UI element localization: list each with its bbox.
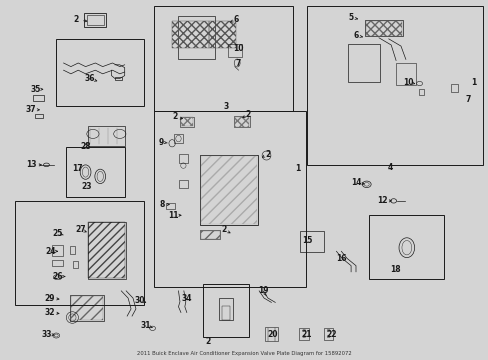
Bar xyxy=(88,126,125,146)
Bar xyxy=(86,15,104,25)
Text: 12: 12 xyxy=(376,197,387,205)
Bar xyxy=(180,117,193,127)
Text: 21: 21 xyxy=(301,330,312,338)
Text: 9: 9 xyxy=(159,138,163,147)
Text: 5: 5 xyxy=(348,13,353,22)
Text: 35: 35 xyxy=(30,85,41,94)
Text: 1: 1 xyxy=(470,77,475,86)
Text: 37: 37 xyxy=(26,105,37,114)
Text: 22: 22 xyxy=(325,330,336,338)
Bar xyxy=(200,230,220,239)
Bar xyxy=(52,260,63,266)
Text: 34: 34 xyxy=(181,293,192,302)
Text: 24: 24 xyxy=(45,247,56,256)
Text: 15: 15 xyxy=(301,236,312,245)
Text: 2: 2 xyxy=(245,110,250,119)
Text: 30: 30 xyxy=(134,296,144,305)
Bar xyxy=(56,39,144,106)
Bar xyxy=(33,95,43,100)
Bar xyxy=(154,111,305,287)
Text: 2: 2 xyxy=(172,112,177,121)
Text: 8: 8 xyxy=(160,200,164,209)
Text: 32: 32 xyxy=(44,308,55,317)
Bar xyxy=(179,180,187,188)
Bar xyxy=(450,84,458,92)
Bar xyxy=(365,21,401,36)
Bar xyxy=(73,261,78,268)
Text: 2: 2 xyxy=(205,337,210,346)
Bar xyxy=(174,134,183,143)
Bar xyxy=(71,296,102,320)
Bar xyxy=(84,13,106,27)
Bar xyxy=(88,222,125,278)
Text: 28: 28 xyxy=(80,142,91,151)
Bar xyxy=(114,77,122,80)
Text: 29: 29 xyxy=(44,293,55,302)
Bar xyxy=(203,284,249,337)
Text: 17: 17 xyxy=(72,164,82,173)
Text: 31: 31 xyxy=(140,321,151,330)
Text: 2011 Buick Enclave Air Conditioner Expansion Valve Plate Diagram for 15892072: 2011 Buick Enclave Air Conditioner Expan… xyxy=(137,351,351,356)
Bar xyxy=(181,117,193,126)
Text: 2: 2 xyxy=(73,15,78,24)
Bar xyxy=(265,327,277,341)
Bar xyxy=(300,231,323,252)
Text: 7: 7 xyxy=(465,94,470,104)
Text: 16: 16 xyxy=(335,254,346,263)
Bar xyxy=(323,328,333,341)
Bar xyxy=(172,21,209,48)
Bar xyxy=(178,16,215,59)
Bar xyxy=(199,155,258,225)
Bar xyxy=(36,114,43,118)
Bar xyxy=(234,116,249,127)
Bar xyxy=(201,156,257,224)
Bar xyxy=(306,6,482,165)
Text: 20: 20 xyxy=(267,330,278,338)
Text: 10: 10 xyxy=(233,44,244,53)
Bar xyxy=(234,117,249,127)
Text: 1: 1 xyxy=(294,164,299,173)
Text: 25: 25 xyxy=(52,229,63,238)
Bar xyxy=(418,89,424,95)
Bar xyxy=(218,298,233,320)
Bar xyxy=(165,203,174,208)
Text: 36: 36 xyxy=(84,74,95,83)
Text: 27: 27 xyxy=(75,225,86,234)
Bar xyxy=(368,215,443,279)
Text: 2: 2 xyxy=(221,225,226,234)
Text: 18: 18 xyxy=(389,265,400,274)
Bar xyxy=(179,154,187,163)
Bar xyxy=(70,246,75,254)
Bar xyxy=(347,44,380,82)
Text: 33: 33 xyxy=(41,330,52,338)
Text: 6: 6 xyxy=(233,15,238,24)
Text: 3: 3 xyxy=(223,102,228,111)
Bar xyxy=(52,245,63,256)
Text: 14: 14 xyxy=(350,178,361,187)
Bar xyxy=(66,147,124,197)
Text: 10: 10 xyxy=(402,77,413,86)
Bar xyxy=(222,306,229,320)
Text: 7: 7 xyxy=(236,58,241,68)
Bar xyxy=(227,44,241,57)
Bar xyxy=(154,6,293,111)
Bar xyxy=(87,222,125,279)
Text: 26: 26 xyxy=(52,272,63,281)
Bar xyxy=(15,201,144,305)
Text: 4: 4 xyxy=(387,163,392,172)
Bar xyxy=(395,63,415,85)
Bar xyxy=(201,231,219,239)
Text: 6: 6 xyxy=(353,31,358,40)
Bar xyxy=(70,295,103,321)
Text: 11: 11 xyxy=(168,211,179,220)
Bar xyxy=(364,20,402,36)
Text: 2: 2 xyxy=(265,150,270,158)
Bar xyxy=(209,21,235,48)
Bar xyxy=(299,328,308,341)
Text: 19: 19 xyxy=(257,287,268,295)
Text: 23: 23 xyxy=(81,182,92,191)
Text: 13: 13 xyxy=(26,161,37,169)
